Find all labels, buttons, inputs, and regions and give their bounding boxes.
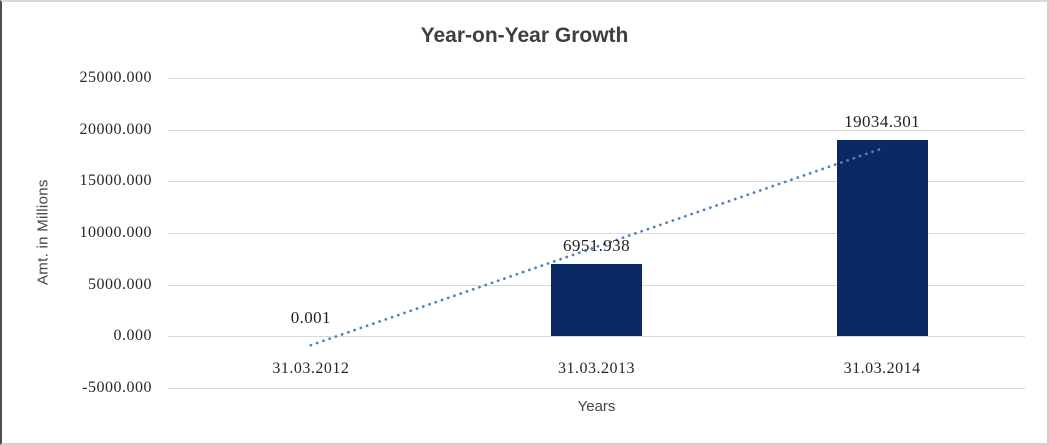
gridline (168, 233, 1025, 234)
gridline (168, 388, 1025, 389)
chart-title: Year-on-Year Growth (420, 24, 629, 47)
gridline (168, 129, 1025, 131)
y-tick-label: -5000.000 (82, 379, 152, 396)
y-tick-label: 15000.000 (79, 172, 152, 190)
y-tick-label: 0.000 (113, 327, 152, 345)
x-axis-title: Years (577, 398, 616, 415)
bar-value-label: 0.001 (290, 308, 331, 328)
bar-31.03.2013 (551, 264, 642, 337)
y-tick-label: 5000.000 (88, 275, 152, 293)
bar-value-label: 19034.301 (844, 111, 921, 131)
bar-value-label: 6951.938 (563, 236, 630, 256)
x-category-label: 31.03.2012 (272, 360, 350, 378)
plot-area: 0.001 31.03.2012 6951.938 31.03.2013 19034.3… (168, 78, 1025, 389)
x-category-label: 31.03.2013 (557, 360, 635, 378)
y-tick-label: 20000.000 (79, 120, 152, 138)
x-category-label: 31.03.2014 (843, 360, 921, 378)
bar-31.03.2014 (836, 139, 928, 337)
gridline (168, 336, 1025, 338)
gridline (168, 78, 1025, 79)
y-tick-label: 10000.000 (79, 224, 152, 241)
y-tick-label: 25000.000 (79, 69, 152, 86)
gridline (168, 181, 1025, 183)
